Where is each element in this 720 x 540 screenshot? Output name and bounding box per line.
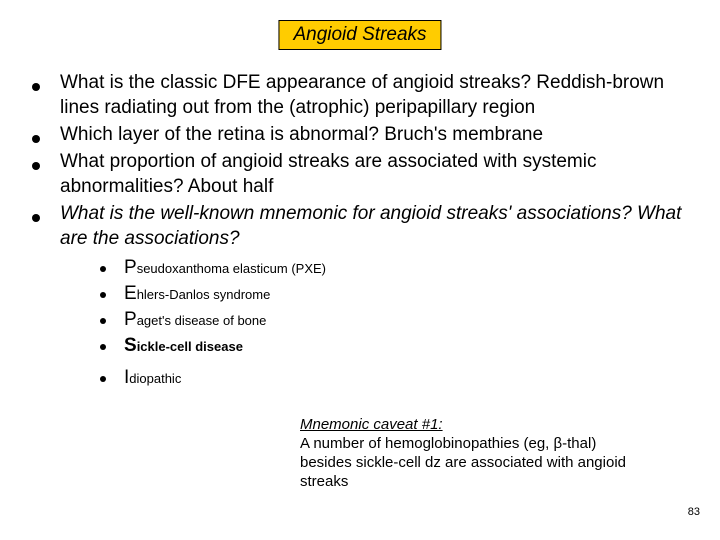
sub-text: Ehlers-Danlos syndrome xyxy=(124,283,270,305)
bullet-marker xyxy=(30,70,60,95)
slide-title: Angioid Streaks xyxy=(278,20,441,50)
sub-item: Ehlers-Danlos syndrome xyxy=(100,283,690,305)
bullet-item: What is the well-known mnemonic for angi… xyxy=(30,201,690,251)
sub-bullet-list: Pseudoxanthoma elasticum (PXE) Ehlers-Da… xyxy=(100,257,690,389)
sub-bullet-marker xyxy=(100,257,124,277)
main-bullet-list: What is the classic DFE appearance of an… xyxy=(30,70,690,393)
sub-text: Pseudoxanthoma elasticum (PXE) xyxy=(124,257,326,279)
sub-item: Pseudoxanthoma elasticum (PXE) xyxy=(100,257,690,279)
sub-item: Paget's disease of bone xyxy=(100,309,690,331)
bullet-item: What proportion of angioid streaks are a… xyxy=(30,149,690,199)
sub-text: Sickle-cell disease xyxy=(124,335,243,357)
bullet-text: What is the well-known mnemonic for angi… xyxy=(60,201,690,251)
sub-text: Idiopathic xyxy=(124,367,181,389)
bullet-marker xyxy=(30,122,60,147)
bullet-item: What is the classic DFE appearance of an… xyxy=(30,70,690,120)
bullet-item: Which layer of the retina is abnormal? B… xyxy=(30,122,690,147)
sub-bullet-marker xyxy=(100,283,124,303)
sub-text: Paget's disease of bone xyxy=(124,309,266,331)
caveat-line1: A number of hemoglobinopathies (eg, β-th… xyxy=(300,435,596,452)
bullet-text: What proportion of angioid streaks are a… xyxy=(60,149,690,199)
sub-bullet-marker xyxy=(100,367,124,387)
bullet-text: Which layer of the retina is abnormal? B… xyxy=(60,122,690,147)
sub-bullet-marker xyxy=(100,309,124,329)
sub-item: Idiopathic xyxy=(100,367,690,389)
caveat-title: Mnemonic caveat #1: xyxy=(300,416,443,433)
mnemonic-caveat: Mnemonic caveat #1: A number of hemoglob… xyxy=(300,415,660,491)
sub-bullet-marker xyxy=(100,335,124,355)
caveat-line2: besides sickle-cell dz are associated wi… xyxy=(300,454,626,490)
bullet-text: What is the classic DFE appearance of an… xyxy=(60,70,690,120)
bullet-marker xyxy=(30,201,60,226)
bullet-marker xyxy=(30,149,60,174)
sub-item: Sickle-cell disease xyxy=(100,335,690,357)
page-number: 83 xyxy=(688,506,700,518)
